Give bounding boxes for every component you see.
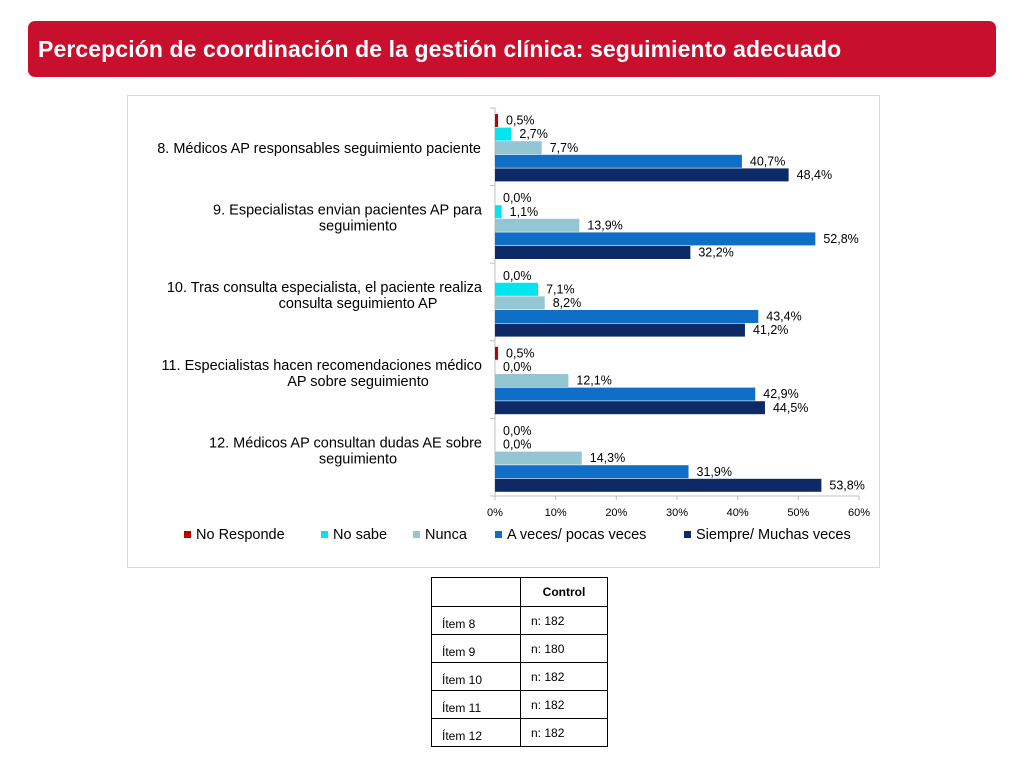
- category-label: AP sobre seguimiento: [287, 374, 429, 390]
- legend-swatch: [413, 531, 420, 538]
- table-header-cell: [431, 577, 521, 607]
- legend-label: No Responde: [196, 527, 285, 543]
- table-cell-item: Ítem 8: [431, 606, 521, 635]
- x-tick-label: 10%: [545, 507, 567, 519]
- bar: [495, 168, 789, 182]
- table-header-row: Control: [431, 577, 608, 607]
- bar: [495, 205, 502, 219]
- data-label: 0,5%: [506, 346, 535, 360]
- table-cell-item: Ítem 12: [431, 718, 521, 747]
- bar: [495, 387, 756, 401]
- data-label: 48,4%: [797, 168, 832, 182]
- table-cell-n: n: 182: [520, 606, 608, 635]
- bar: [495, 401, 765, 415]
- data-label: 44,5%: [773, 401, 808, 415]
- bar: [495, 310, 759, 323]
- bar: [495, 465, 689, 479]
- page-title: Percepción de coordinación de la gestión…: [38, 35, 842, 62]
- table-row: Ítem 8 n: 182: [431, 606, 608, 635]
- x-tick-label: 60%: [848, 507, 870, 519]
- table-cell-n: n: 182: [520, 690, 608, 719]
- table-row: Ítem 12 n: 182: [431, 718, 608, 747]
- data-label: 32,2%: [698, 246, 733, 260]
- bar: [495, 478, 822, 492]
- bar: [495, 127, 512, 141]
- sample-size-table: Control Ítem 8 n: 182 Ítem 9 n: 180 Ítem…: [431, 577, 608, 747]
- category-label: 8. Médicos AP responsables seguimiento p…: [157, 141, 481, 157]
- legend-label: A veces/ pocas veces: [507, 527, 646, 543]
- table-cell-n: n: 180: [520, 634, 608, 663]
- legend-label: Siempre/ Muchas veces: [696, 527, 851, 543]
- table-cell-n: n: 182: [520, 718, 608, 747]
- data-label: 0,0%: [503, 360, 532, 374]
- legend-label: Nunca: [425, 527, 468, 543]
- bar: [495, 282, 539, 296]
- table-cell-item: Ítem 9: [431, 634, 521, 663]
- data-label: 14,3%: [590, 451, 625, 465]
- data-label: 8,2%: [553, 296, 582, 310]
- title-bar: Percepción de coordinación de la gestión…: [28, 21, 996, 77]
- data-label: 0,0%: [503, 269, 532, 283]
- bar: [495, 114, 499, 127]
- data-label: 40,7%: [750, 154, 785, 168]
- data-label: 0,0%: [503, 424, 532, 438]
- table-cell-n: n: 182: [520, 662, 608, 691]
- data-label: 13,9%: [587, 218, 622, 232]
- data-label: 42,9%: [763, 387, 798, 401]
- data-label: 41,2%: [753, 323, 788, 337]
- data-label: 1,1%: [510, 205, 539, 219]
- bar-chart: 0% 10% 20% 30% 40% 50% 60% 8. Médicos AP respon…: [157, 107, 870, 543]
- table-cell-item: Ítem 10: [431, 662, 521, 691]
- data-label: 0,0%: [503, 191, 532, 205]
- category-label: 12. Médicos AP consultan dudas AE sobre: [209, 435, 482, 451]
- data-label: 0,5%: [506, 114, 535, 128]
- category-label: 11. Especialistas hacen recomendaciones …: [161, 358, 482, 374]
- data-label: 12,1%: [576, 374, 611, 388]
- legend-swatch: [321, 531, 328, 538]
- category-label: seguimiento: [319, 451, 397, 467]
- legend-swatch: [684, 531, 691, 538]
- bar: [495, 218, 580, 232]
- data-label: 53,8%: [829, 478, 864, 492]
- x-tick-label: 50%: [787, 507, 809, 519]
- data-label: 7,7%: [550, 141, 579, 155]
- bar: [495, 296, 545, 310]
- bar: [495, 374, 569, 387]
- x-tick-label: 20%: [605, 507, 627, 519]
- category-label: seguimiento: [319, 219, 397, 235]
- bar: [495, 232, 816, 246]
- bar: [495, 141, 542, 155]
- data-label: 52,8%: [823, 232, 858, 246]
- legend-label: No sabe: [333, 527, 387, 543]
- data-label: 31,9%: [697, 465, 732, 479]
- bar: [495, 451, 582, 465]
- x-tick-label: 0%: [487, 507, 503, 519]
- bar: [495, 154, 742, 168]
- category-label: 10. Tras consulta especialista, el pacie…: [167, 280, 483, 296]
- bar: [495, 246, 691, 259]
- bar: [495, 346, 499, 360]
- legend-swatch: [495, 531, 502, 538]
- table-header-cell: Control: [520, 577, 608, 607]
- table-cell-item: Ítem 11: [431, 690, 521, 719]
- data-label: 2,7%: [519, 127, 548, 141]
- chart-frame: 0% 10% 20% 30% 40% 50% 60% 8. Médicos AP respon…: [127, 95, 880, 568]
- data-label: 0,0%: [503, 438, 532, 452]
- x-tick-label: 30%: [666, 507, 688, 519]
- data-label: 43,4%: [766, 310, 801, 324]
- data-label: 7,1%: [546, 282, 575, 296]
- table-row: Ítem 10 n: 182: [431, 662, 608, 691]
- bar: [495, 323, 745, 337]
- category-label: 9. Especialistas envian pacientes AP par…: [213, 203, 483, 219]
- legend-swatch: [184, 531, 191, 538]
- x-tick-label: 40%: [727, 507, 749, 519]
- table-row: Ítem 11 n: 182: [431, 690, 608, 719]
- table-row: Ítem 9 n: 180: [431, 634, 608, 663]
- category-label: consulta seguimiento AP: [279, 296, 438, 312]
